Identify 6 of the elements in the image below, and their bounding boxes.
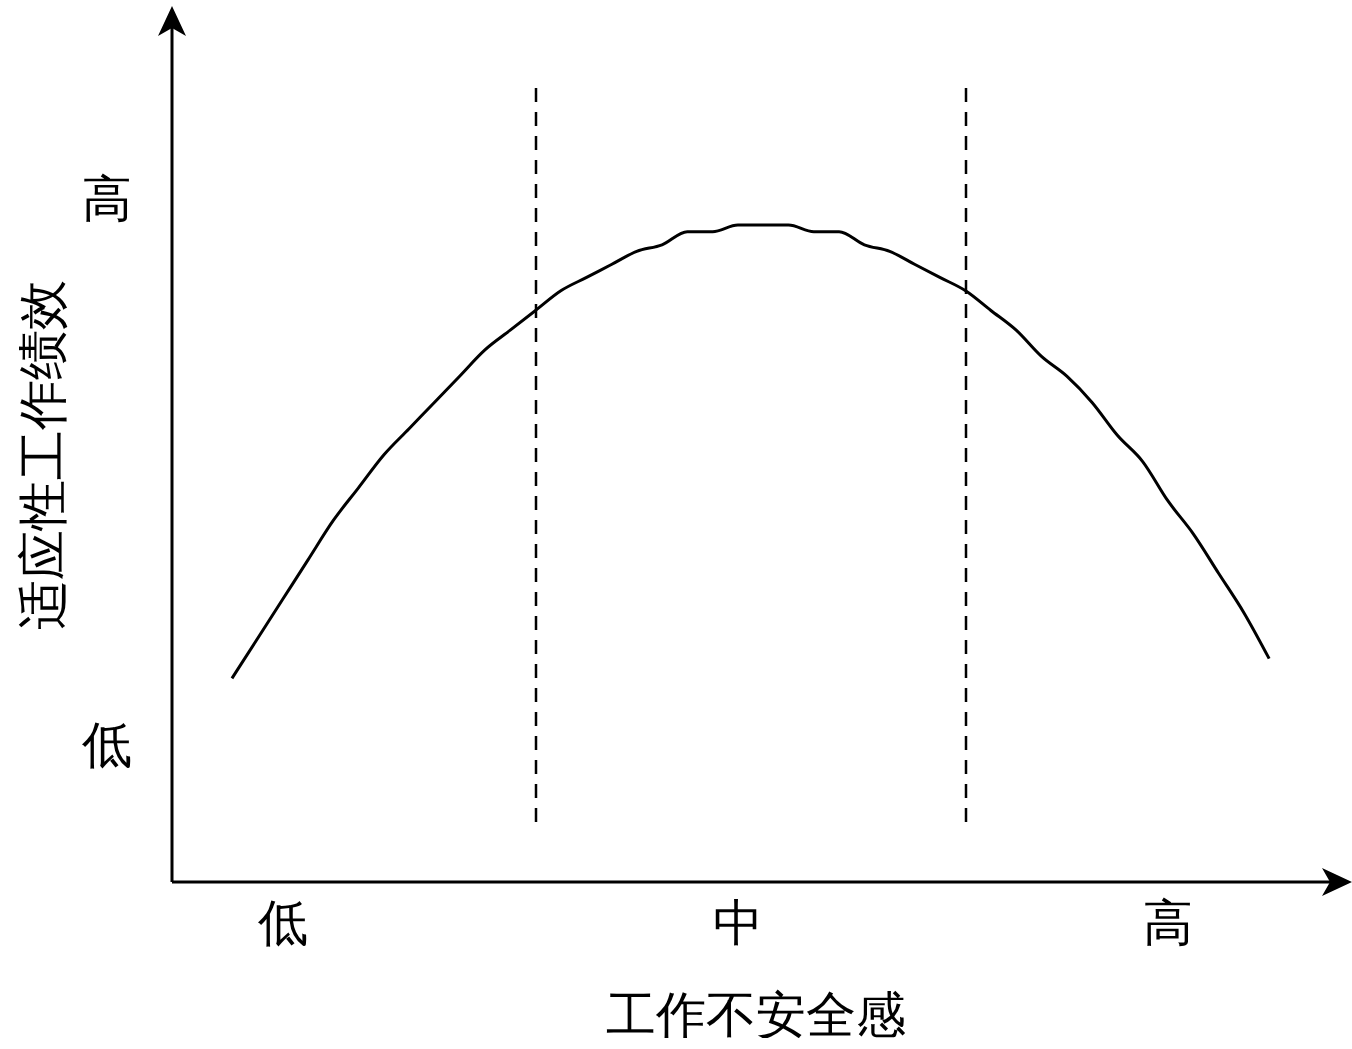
y-axis-title: 适应性工作绩效 bbox=[13, 280, 72, 630]
x-tick-label: 中 bbox=[712, 894, 763, 952]
x-tick-label: 低 bbox=[257, 894, 308, 952]
x-tick-label: 高 bbox=[1142, 894, 1193, 952]
text: 高 bbox=[82, 168, 132, 230]
text: 低 bbox=[82, 715, 132, 777]
